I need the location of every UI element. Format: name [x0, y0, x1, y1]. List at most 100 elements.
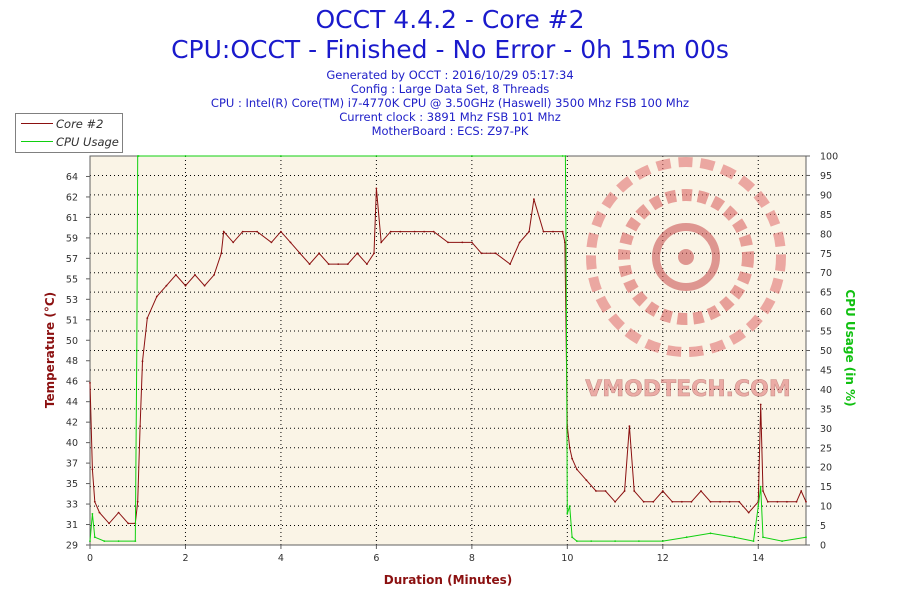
- temp-point-29: [318, 252, 320, 255]
- temp-point-63: [614, 500, 616, 503]
- temp-point-12: [155, 295, 158, 298]
- temp-point-49: [518, 241, 521, 244]
- temp-point-28: [308, 263, 311, 265]
- temp-point-35: [373, 252, 375, 255]
- usage-point-9: [184, 155, 187, 157]
- temp-point-43: [447, 241, 449, 244]
- temp-point-37: [380, 241, 383, 244]
- y-tick-label-4: 37: [66, 459, 78, 470]
- y-tick-label-1: 31: [66, 520, 78, 531]
- y-axis-title: Temperature (°C): [43, 292, 57, 408]
- usage-point-8: [137, 155, 140, 157]
- series-line-core-temperature: [89, 188, 807, 525]
- info-cpu: CPU : Intel(R) Core(TM) i7-4770K CPU @ 3…: [210, 96, 690, 110]
- temp-point-77: [738, 500, 741, 503]
- temp-point-51: [533, 198, 535, 201]
- temp-point-17: [203, 284, 206, 287]
- temp-point-0: [89, 382, 91, 384]
- y2-axis-title: CPU Usage (in %): [843, 289, 857, 406]
- temp-point-4: [108, 522, 110, 525]
- temp-point-10: [141, 360, 144, 363]
- temp-point-85: [795, 500, 798, 503]
- usage-point-16: [566, 513, 569, 515]
- temp-point-41: [423, 230, 425, 233]
- temp-point-22: [241, 230, 244, 233]
- temp-point-72: [690, 500, 693, 503]
- usage-point-6: [135, 349, 138, 352]
- info-config: Config : Large Data Set, 8 Threads: [350, 82, 550, 96]
- x-tick-label-1: 2: [182, 553, 188, 564]
- temp-point-2: [93, 500, 96, 503]
- temp-point-21: [232, 241, 235, 244]
- temp-point-9: [139, 425, 142, 427]
- watermark-logo: VMODTECH.COM: [585, 157, 791, 402]
- y2-tick-label-11: 55: [820, 327, 832, 338]
- legend-label-usage: CPU Usage: [56, 135, 119, 149]
- usage-point-23: [661, 540, 664, 542]
- legend-item-core: Core #2: [16, 115, 122, 133]
- info-generated: Generated by OCCT : 2016/10/29 05:17:34: [326, 68, 574, 82]
- temp-point-52: [542, 230, 545, 233]
- temp-point-14: [175, 274, 177, 276]
- y-tick-label-15: 59: [66, 233, 78, 244]
- temp-point-15: [184, 284, 187, 287]
- temp-point-31: [337, 263, 340, 265]
- temp-point-8: [136, 500, 139, 503]
- temp-point-26: [289, 241, 292, 244]
- chart-title: OCCT 4.4.2 - Core #2: [315, 5, 585, 34]
- legend-swatch-usage: [21, 141, 53, 142]
- legend-label-core: Core #2: [56, 117, 104, 131]
- temp-point-18: [213, 274, 216, 276]
- y-tick-label-2: 33: [66, 500, 78, 511]
- usage-point-27: [752, 540, 755, 542]
- y2-tick-label-12: 60: [820, 307, 832, 318]
- usage-point-31: [781, 540, 783, 542]
- usage-point-26: [733, 536, 736, 539]
- temp-point-80: [759, 403, 762, 406]
- usage-point-3: [103, 540, 106, 542]
- x-tick-label-6: 12: [657, 553, 669, 564]
- legend: Core #2 CPU Usage: [15, 113, 123, 153]
- temp-point-76: [728, 500, 731, 503]
- y-tick-label-11: 51: [66, 315, 78, 326]
- x-tick-label-0: 0: [87, 553, 93, 564]
- x-tick-label-3: 6: [373, 553, 379, 564]
- temp-point-50: [528, 230, 530, 233]
- usage-point-0: [89, 540, 91, 542]
- y2-tick-label-10: 50: [820, 346, 832, 357]
- temp-point-65: [628, 425, 631, 427]
- usage-point-24: [685, 536, 688, 539]
- usage-point-17: [568, 505, 571, 507]
- usage-point-13: [561, 155, 564, 157]
- usage-point-20: [590, 540, 593, 542]
- usage-point-28: [757, 505, 760, 507]
- temp-point-87: [805, 500, 807, 503]
- temp-point-46: [480, 252, 483, 255]
- usage-point-22: [638, 540, 640, 542]
- temp-point-23: [256, 230, 258, 233]
- usage-point-1: [91, 513, 94, 515]
- temp-point-42: [432, 230, 435, 233]
- y-tick-label-6: 42: [66, 418, 78, 429]
- temp-point-48: [509, 263, 511, 265]
- y2-tick-label-3: 15: [820, 482, 832, 493]
- temp-point-69: [661, 490, 664, 492]
- usage-point-11: [375, 155, 378, 157]
- y2-tick-label-16: 80: [820, 229, 832, 240]
- temp-point-44: [461, 241, 464, 244]
- usage-point-25: [709, 532, 712, 535]
- temp-point-3: [98, 511, 101, 514]
- temp-point-82: [766, 500, 769, 503]
- y-tick-label-10: 50: [66, 336, 78, 347]
- y2-tick-label-14: 70: [820, 268, 832, 279]
- usage-point-2: [93, 536, 96, 539]
- y2-tick-label-9: 45: [820, 365, 832, 376]
- temp-point-16: [194, 274, 196, 276]
- temp-point-73: [700, 490, 702, 492]
- temp-point-62: [604, 490, 607, 492]
- usage-point-21: [614, 540, 616, 542]
- temp-point-86: [800, 490, 803, 492]
- temp-point-34: [366, 263, 368, 265]
- x-axis-title: Duration (Minutes): [384, 573, 512, 587]
